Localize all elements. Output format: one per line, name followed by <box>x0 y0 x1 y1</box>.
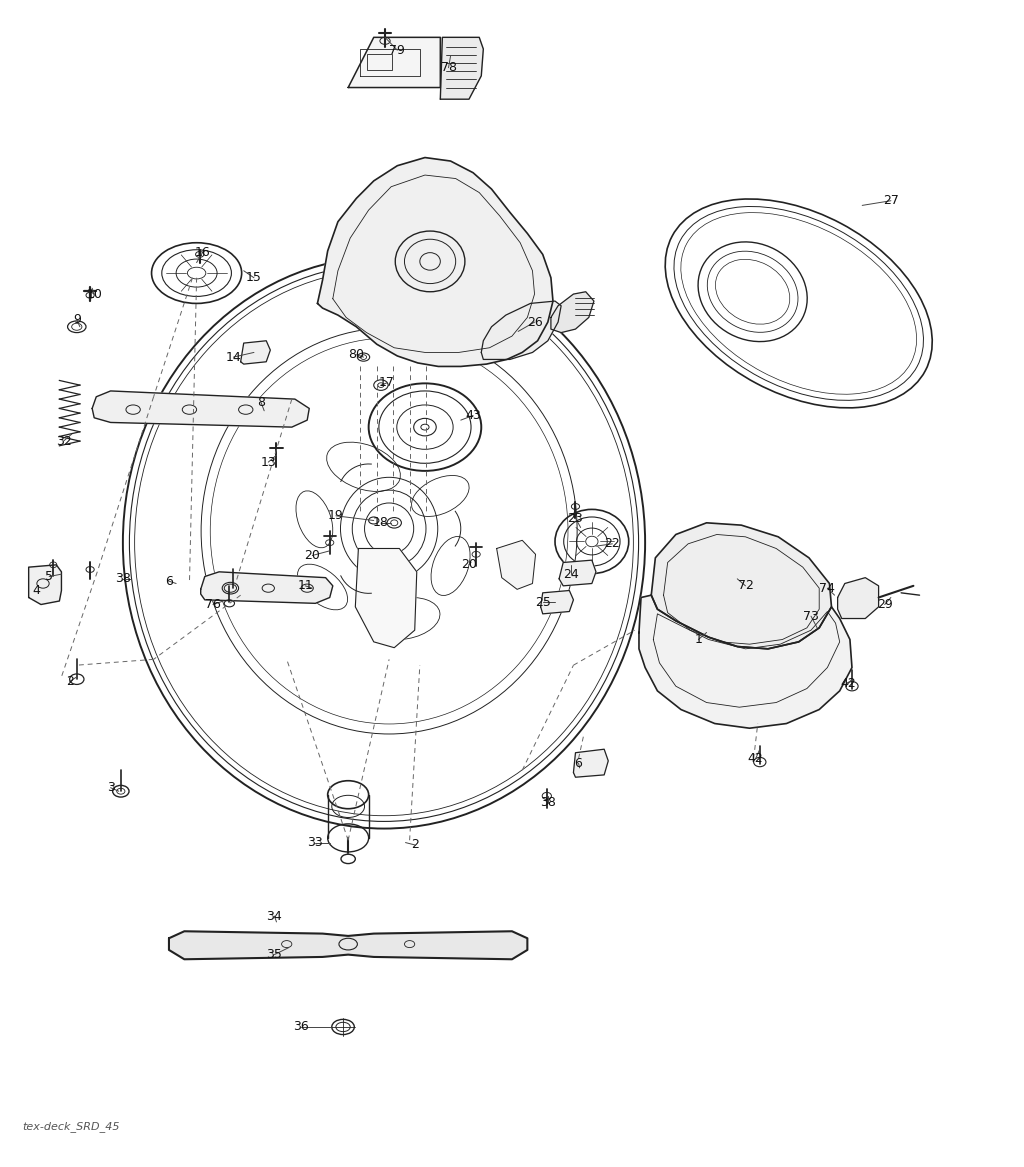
Text: 38: 38 <box>540 796 556 810</box>
Text: 14: 14 <box>225 350 242 364</box>
Text: 32: 32 <box>55 434 72 448</box>
Text: 26: 26 <box>526 315 543 329</box>
Polygon shape <box>29 565 61 605</box>
Text: 43: 43 <box>465 408 481 422</box>
Polygon shape <box>348 37 440 88</box>
Text: 38: 38 <box>115 572 131 586</box>
Polygon shape <box>317 158 553 366</box>
Text: 23: 23 <box>567 511 584 525</box>
Text: 73: 73 <box>803 609 819 623</box>
Text: tex-deck_SRD_45: tex-deck_SRD_45 <box>23 1121 120 1132</box>
Text: 34: 34 <box>266 909 283 923</box>
Text: 18: 18 <box>373 516 389 530</box>
Text: 19: 19 <box>328 509 344 523</box>
Polygon shape <box>639 595 852 728</box>
Polygon shape <box>169 931 527 959</box>
Text: 17: 17 <box>379 376 395 390</box>
Text: 10: 10 <box>86 287 102 301</box>
Text: 35: 35 <box>266 948 283 962</box>
Text: 16: 16 <box>195 245 211 259</box>
Text: 20: 20 <box>304 548 321 562</box>
Polygon shape <box>559 560 596 586</box>
Text: 6: 6 <box>574 756 583 770</box>
Text: 1: 1 <box>694 633 702 647</box>
Text: 2: 2 <box>66 675 74 689</box>
Polygon shape <box>651 523 831 649</box>
Text: 8: 8 <box>257 396 265 410</box>
Polygon shape <box>440 37 483 99</box>
Text: 24: 24 <box>563 567 580 581</box>
Text: 72: 72 <box>737 579 754 593</box>
Polygon shape <box>573 749 608 777</box>
Text: 29: 29 <box>877 598 893 612</box>
Text: 78: 78 <box>440 61 457 75</box>
Text: 36: 36 <box>293 1020 309 1034</box>
Text: 2: 2 <box>411 838 419 852</box>
Polygon shape <box>838 578 879 619</box>
Polygon shape <box>92 391 309 427</box>
Text: 33: 33 <box>307 836 324 850</box>
Text: 79: 79 <box>389 43 406 57</box>
Polygon shape <box>551 292 594 333</box>
Text: 22: 22 <box>604 537 621 551</box>
Text: 76: 76 <box>205 598 221 612</box>
Polygon shape <box>497 540 536 589</box>
Text: 27: 27 <box>883 194 899 208</box>
Text: 3: 3 <box>106 781 115 795</box>
Text: 42: 42 <box>840 677 856 691</box>
Text: 13: 13 <box>260 455 276 469</box>
Polygon shape <box>541 591 573 614</box>
Text: 5: 5 <box>45 569 53 584</box>
Text: 4: 4 <box>32 584 40 598</box>
Text: 80: 80 <box>348 348 365 362</box>
Text: 74: 74 <box>819 581 836 595</box>
Text: 42: 42 <box>748 752 764 766</box>
Text: 20: 20 <box>461 558 477 572</box>
Polygon shape <box>241 341 270 364</box>
Polygon shape <box>481 301 561 359</box>
Polygon shape <box>201 572 333 603</box>
Polygon shape <box>355 548 417 648</box>
Text: 6: 6 <box>165 574 173 588</box>
Bar <box>367 54 392 70</box>
Text: 11: 11 <box>297 579 313 593</box>
Text: 15: 15 <box>246 271 262 285</box>
Text: 25: 25 <box>535 595 551 609</box>
Text: 9: 9 <box>73 313 81 327</box>
